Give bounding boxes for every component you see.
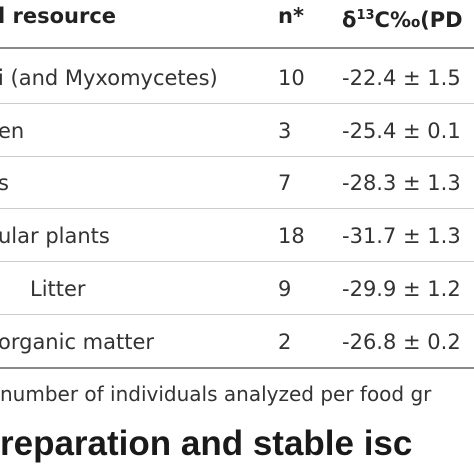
footnote: number of individuals analyzed per food …	[0, 382, 432, 406]
section-heading: reparation and stable isc	[0, 424, 413, 463]
table-cell: organic matter	[0, 329, 155, 354]
table-cell: -31.7 ± 1.3	[342, 224, 461, 249]
row-rule	[0, 313, 474, 315]
table-cell: 7	[278, 171, 292, 196]
table-cell: en	[0, 118, 25, 143]
table-cell: 18	[278, 224, 305, 249]
table-cell: 2	[278, 329, 292, 354]
row-rule	[0, 366, 474, 369]
header-text: C‰(PD	[374, 8, 463, 32]
table-cell: -25.4 ± 0.1	[342, 118, 461, 143]
table-cell: s	[0, 171, 9, 196]
row-rule	[0, 261, 474, 263]
row-rule	[0, 103, 474, 104]
superscript: 13	[356, 8, 375, 23]
header-rule	[0, 47, 474, 49]
header-cell: δ13C‰(PD	[342, 4, 463, 32]
row-rule	[0, 155, 474, 157]
row-rule	[0, 208, 474, 210]
table-cell: -26.8 ± 0.2	[342, 329, 461, 354]
table-cell: 10	[278, 66, 305, 90]
table-cell: 9	[278, 276, 292, 301]
table-cell: -29.9 ± 1.2	[342, 276, 461, 301]
table-cell: 3	[278, 118, 292, 143]
table-cell: i (and Myxomycetes)	[0, 66, 218, 90]
table-cell: -22.4 ± 1.5	[342, 66, 461, 90]
table-cell: ular plants	[0, 224, 110, 249]
header-cell: l resource	[0, 4, 117, 28]
table-cell: -28.3 ± 1.3	[342, 171, 461, 196]
table-cell: Litter	[30, 276, 86, 301]
header-cell: n*	[278, 4, 304, 28]
header-text: δ	[342, 8, 357, 32]
